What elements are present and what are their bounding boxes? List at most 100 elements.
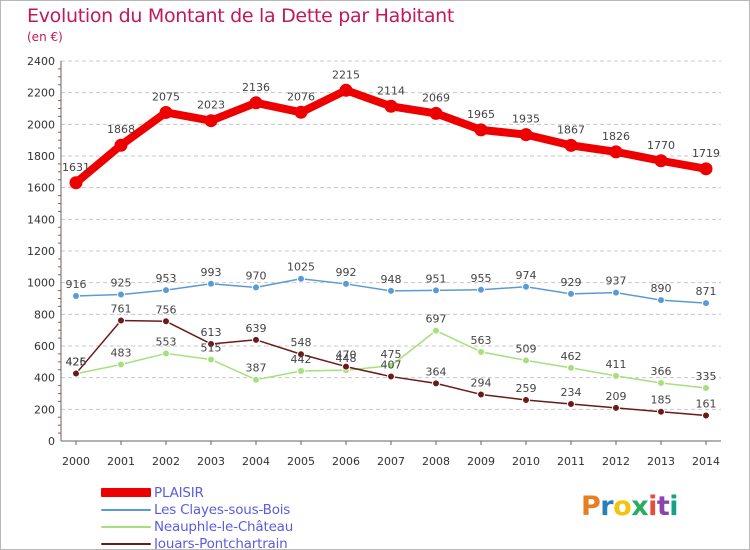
legend-swatch-les-clayes (101, 508, 151, 511)
data-label-jouars-pontchartrain: 185 (651, 394, 672, 407)
data-label-plaisir: 2215 (332, 68, 360, 81)
x-tick-label: 2013 (647, 455, 675, 468)
data-point-neauphle-le-chateau (567, 363, 575, 372)
data-label-jouars-pontchartrain: 209 (606, 390, 627, 403)
x-tick-label: 2012 (602, 455, 630, 468)
legend-item-jouars: Jouars-Pontchartrain (101, 535, 293, 549)
y-tick-label: 1200 (27, 245, 55, 258)
data-label-les-clayes-sous-bois: 916 (66, 278, 87, 291)
data-point-plaisir (69, 176, 83, 190)
data-label-jouars-pontchartrain: 548 (291, 336, 312, 349)
data-point-les-clayes-sous-bois (702, 299, 710, 308)
logo-letter: t (656, 491, 670, 522)
data-point-jouars-pontchartrain (117, 316, 125, 325)
data-point-les-clayes-sous-bois (207, 279, 215, 288)
data-point-jouars-pontchartrain (612, 403, 620, 412)
x-tick-label: 2000 (62, 455, 90, 468)
data-label-jouars-pontchartrain: 761 (111, 303, 132, 316)
data-label-neauphle-le-chateau: 515 (201, 341, 222, 354)
data-label-plaisir: 1868 (107, 123, 135, 136)
data-point-neauphle-le-chateau (117, 360, 125, 369)
data-point-les-clayes-sous-bois (612, 288, 620, 297)
data-label-neauphle-le-chateau: 442 (291, 353, 312, 366)
data-point-neauphle-le-chateau (612, 371, 620, 380)
chart-title: Evolution du Montant de la Dette par Hab… (27, 5, 455, 27)
data-labels: 916 925 953 993 970 1025 992 948 951 955 974 929 937… (62, 68, 720, 410)
series-lines (69, 83, 713, 420)
data-point-les-clayes-sous-bois (162, 286, 170, 295)
data-label-plaisir: 2114 (377, 84, 405, 97)
y-tick-label: 1800 (27, 150, 55, 163)
y-tick-label: 2200 (27, 87, 55, 100)
y-tick-label: 1400 (27, 213, 55, 226)
data-point-plaisir (429, 106, 443, 120)
x-tick-label: 2005 (287, 455, 315, 468)
data-point-neauphle-le-chateau (702, 383, 710, 392)
data-label-neauphle-le-chateau: 475 (381, 348, 402, 361)
data-point-plaisir (114, 138, 128, 152)
data-point-neauphle-le-chateau (522, 356, 530, 365)
data-label-jouars-pontchartrain: 470 (336, 349, 357, 362)
data-label-jouars-pontchartrain: 259 (516, 382, 537, 395)
legend-item-neauphle: Neauphle-le-Château (101, 518, 293, 535)
data-point-neauphle-le-chateau (297, 367, 305, 376)
data-point-plaisir (564, 138, 578, 152)
data-point-neauphle-le-chateau (657, 379, 665, 388)
data-point-plaisir (699, 162, 713, 176)
data-point-jouars-pontchartrain (477, 390, 485, 399)
data-label-jouars-pontchartrain: 426 (66, 356, 87, 369)
data-label-les-clayes-sous-bois: 974 (516, 269, 537, 282)
data-label-plaisir: 1631 (62, 161, 90, 174)
data-point-les-clayes-sous-bois (342, 279, 350, 288)
data-label-plaisir: 1770 (647, 139, 675, 152)
logo-letter: x (631, 491, 649, 522)
legend-swatch-jouars (101, 542, 151, 545)
data-label-neauphle-le-chateau: 335 (696, 370, 717, 383)
legend-item-les-clayes: Les Clayes-sous-Bois (101, 501, 293, 518)
data-label-les-clayes-sous-bois: 890 (651, 282, 672, 295)
data-point-jouars-pontchartrain (162, 317, 170, 326)
data-label-jouars-pontchartrain: 161 (696, 398, 717, 411)
data-label-les-clayes-sous-bois: 948 (381, 273, 402, 286)
data-point-les-clayes-sous-bois (432, 286, 440, 295)
data-label-plaisir: 1965 (467, 108, 495, 121)
legend-label-les-clayes: Les Clayes-sous-Bois (154, 501, 291, 518)
data-point-les-clayes-sous-bois (387, 286, 395, 295)
data-point-les-clayes-sous-bois (567, 289, 575, 298)
data-point-les-clayes-sous-bois (72, 291, 80, 300)
data-point-les-clayes-sous-bois (297, 274, 305, 283)
data-point-jouars-pontchartrain (387, 372, 395, 381)
data-label-jouars-pontchartrain: 234 (561, 386, 582, 399)
data-label-neauphle-le-chateau: 462 (561, 350, 582, 363)
data-label-neauphle-le-chateau: 425 (66, 356, 87, 369)
data-point-jouars-pontchartrain (72, 369, 80, 378)
data-label-plaisir: 1826 (602, 130, 630, 143)
y-tick-label: 1600 (27, 182, 55, 195)
data-label-les-clayes-sous-bois: 951 (426, 272, 447, 285)
logo-letter: i (648, 491, 657, 522)
data-label-jouars-pontchartrain: 639 (246, 322, 267, 335)
x-tick-label: 2008 (422, 455, 450, 468)
y-tick-label: 2400 (27, 55, 55, 68)
legend-label-neauphle: Neauphle-le-Château (154, 518, 294, 535)
data-label-neauphle-le-chateau: 509 (516, 342, 537, 355)
y-tick-label: 2000 (27, 118, 55, 131)
x-tick-label: 2010 (512, 455, 540, 468)
data-label-jouars-pontchartrain: 364 (426, 365, 447, 378)
x-tick-label: 2003 (197, 455, 225, 468)
proxiti-logo: Proxiti (581, 491, 679, 522)
data-point-plaisir (249, 96, 263, 110)
data-point-plaisir (474, 123, 488, 137)
data-point-plaisir (609, 145, 623, 159)
data-point-neauphle-le-chateau (207, 355, 215, 364)
data-label-les-clayes-sous-bois: 925 (111, 277, 132, 290)
logo-letter: o (613, 491, 632, 522)
legend-item-plaisir: PLAISIR (101, 484, 293, 501)
data-point-neauphle-le-chateau (432, 326, 440, 335)
data-label-plaisir: 1719 (692, 147, 720, 160)
data-point-jouars-pontchartrain (567, 399, 575, 408)
data-point-plaisir (384, 99, 398, 113)
data-label-plaisir: 1935 (512, 113, 540, 126)
